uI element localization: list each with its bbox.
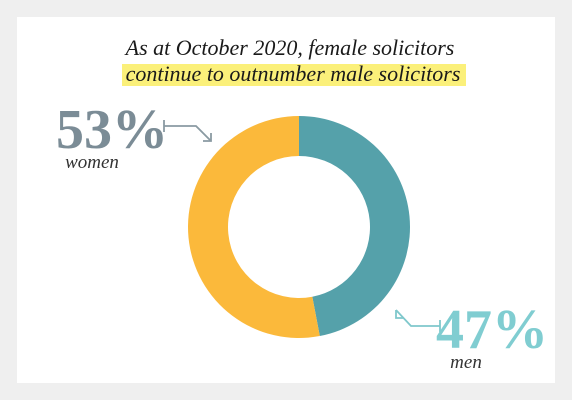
highlight: [122, 64, 466, 86]
donut-segment: [188, 116, 320, 338]
chart-subtitle: continue to outnumber male solicitors: [126, 61, 461, 86]
arrow-women: [163, 120, 212, 142]
arrow-men: [395, 309, 441, 332]
value-label: 47%: [436, 299, 548, 361]
category-label: women: [65, 152, 119, 173]
donut-segment: [299, 116, 411, 337]
chart-title: As at October 2020, female solicitors: [124, 35, 455, 60]
category-label: men: [450, 352, 482, 373]
value-label: 53%: [56, 99, 168, 161]
